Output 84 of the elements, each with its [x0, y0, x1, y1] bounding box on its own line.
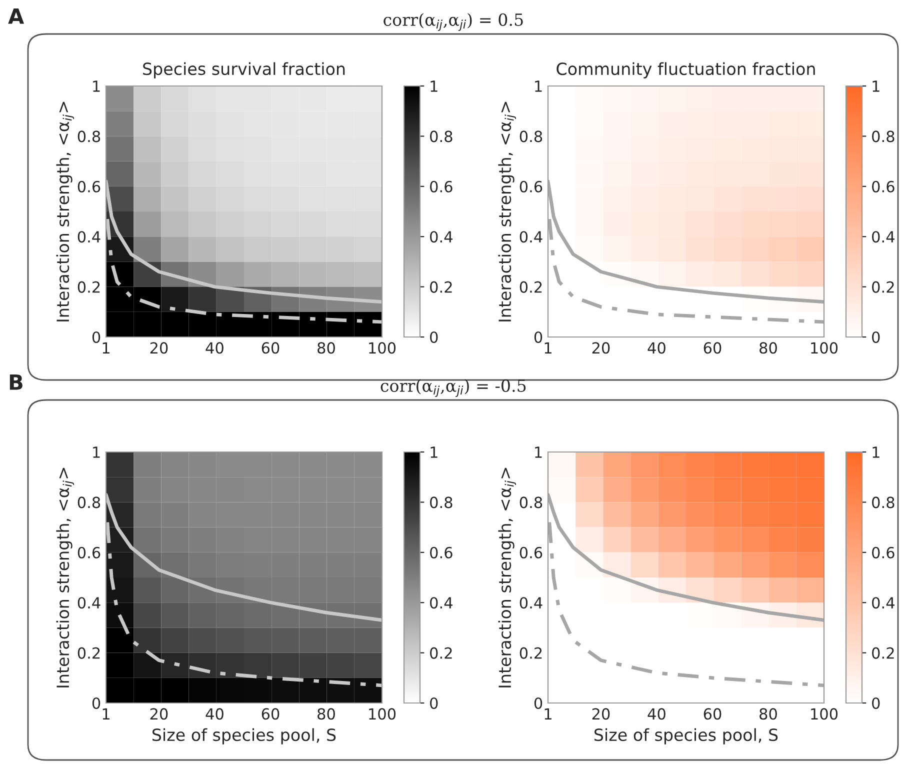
- color-bar-label: 0.8: [430, 496, 452, 508]
- color-bar-label: 0: [872, 697, 880, 710]
- text: corr(α$_{ij}$,α$_{ji}$) = 0.5: [384, 13, 523, 31]
- y-axis-title: Interaction strength, <α$_{ij}$>: [56, 468, 74, 688]
- color-bar-label: 0.2: [872, 281, 894, 293]
- y-tick-label: 0.6: [78, 180, 100, 192]
- chart-title: Community fluctuation fraction: [556, 62, 815, 78]
- x-tick-label: 20: [150, 342, 168, 354]
- y-tick-label: 0.2: [520, 281, 542, 293]
- x-tick-label: 60: [262, 342, 280, 354]
- x-tick-label: 100: [811, 708, 838, 720]
- y-axis-title: Interaction strength, <α$_{ij}$>: [498, 468, 516, 688]
- y-tick-label: 0.2: [78, 281, 100, 293]
- color-bar-label: 0.6: [872, 180, 894, 192]
- x-tick-label: 80: [760, 342, 777, 354]
- y-axis-title: Interaction strength, <α$_{ij}$>: [56, 102, 74, 322]
- y-tick-label: 0.6: [78, 546, 100, 558]
- color-bar-label: 0.4: [872, 597, 894, 609]
- y-tick-label: 0.2: [520, 647, 542, 659]
- color-bar-label: 0.8: [872, 130, 894, 142]
- y-tick-label: 0.4: [78, 231, 100, 243]
- x-tick-label: 40: [648, 342, 666, 354]
- y-tick-label: 1: [535, 80, 542, 92]
- x-tick-label: 40: [648, 708, 666, 720]
- x-axis-title: Size of species pool, S: [152, 728, 336, 744]
- color-bar-label: 0: [872, 331, 880, 344]
- color-bar-label: 0.6: [430, 180, 452, 192]
- y-tick-label: 1: [93, 446, 100, 458]
- y-tick-label: 0.8: [78, 130, 100, 142]
- x-tick-label: 1: [544, 708, 552, 720]
- x-tick-label: 80: [760, 708, 777, 720]
- y-axis-title: Interaction strength, <α$_{ij}$>: [498, 102, 516, 322]
- color-bar-label: 0.4: [430, 597, 452, 609]
- color-bar-label: 0.8: [872, 496, 894, 508]
- x-tick-label: 60: [704, 342, 722, 354]
- color-bar-label: 0.4: [430, 231, 452, 243]
- x-tick-label: 20: [592, 708, 610, 720]
- y-tick-label: 0.8: [78, 496, 100, 508]
- color-bar-label: 0: [430, 697, 438, 710]
- x-tick-label: 60: [704, 708, 722, 720]
- x-tick-label: 40: [206, 342, 224, 354]
- y-tick-label: 0.8: [520, 496, 542, 508]
- y-tick-label: 1: [93, 80, 100, 92]
- color-bar-label: 1: [430, 446, 438, 458]
- text: B: [10, 374, 22, 390]
- color-bar-label: 0.2: [872, 647, 894, 659]
- chart-title: Species survival fraction: [143, 62, 345, 78]
- y-tick-label: 0.4: [520, 231, 542, 243]
- x-tick-label: 100: [811, 342, 838, 354]
- color-bar-label: 1: [430, 80, 438, 92]
- x-tick-label: 40: [206, 708, 224, 720]
- color-bar-label: 0: [430, 331, 438, 344]
- color-bar-label: 0.2: [430, 281, 452, 293]
- color-bar-label: 0.8: [430, 130, 452, 142]
- text: corr(α$_{ij}$,α$_{ji}$) = -0.5: [380, 379, 526, 397]
- y-tick-label: 0: [92, 697, 100, 710]
- x-tick-label: 100: [369, 708, 396, 720]
- x-tick-label: 60: [262, 708, 280, 720]
- x-tick-label: 20: [592, 342, 610, 354]
- y-tick-label: 0.4: [78, 597, 100, 609]
- y-tick-label: 1: [535, 446, 542, 458]
- y-tick-label: 0.6: [520, 546, 542, 558]
- x-tick-label: 1: [102, 342, 110, 354]
- y-tick-label: 0.4: [520, 597, 542, 609]
- x-axis-title: Size of species pool, S: [594, 728, 778, 744]
- y-tick-label: 0.8: [520, 130, 542, 142]
- y-tick-label: 0.6: [520, 180, 542, 192]
- color-bar-label: 0.6: [430, 546, 452, 558]
- color-bar-label: 0.4: [872, 231, 894, 243]
- x-tick-label: 80: [318, 342, 335, 354]
- color-bar-label: 0.2: [430, 647, 452, 659]
- x-tick-label: 20: [150, 708, 168, 720]
- x-tick-label: 1: [544, 342, 552, 354]
- x-tick-label: 1: [102, 708, 110, 720]
- text: A: [8, 8, 24, 24]
- color-bar-label: 1: [872, 80, 880, 92]
- y-tick-label: 0.2: [78, 647, 100, 659]
- y-tick-label: 0: [92, 331, 100, 344]
- x-tick-label: 80: [318, 708, 335, 720]
- y-tick-label: 0: [534, 697, 542, 710]
- y-tick-label: 0: [534, 331, 542, 344]
- color-bar-label: 0.6: [872, 546, 894, 558]
- x-tick-label: 100: [369, 342, 396, 354]
- color-bar-label: 1: [872, 446, 880, 458]
